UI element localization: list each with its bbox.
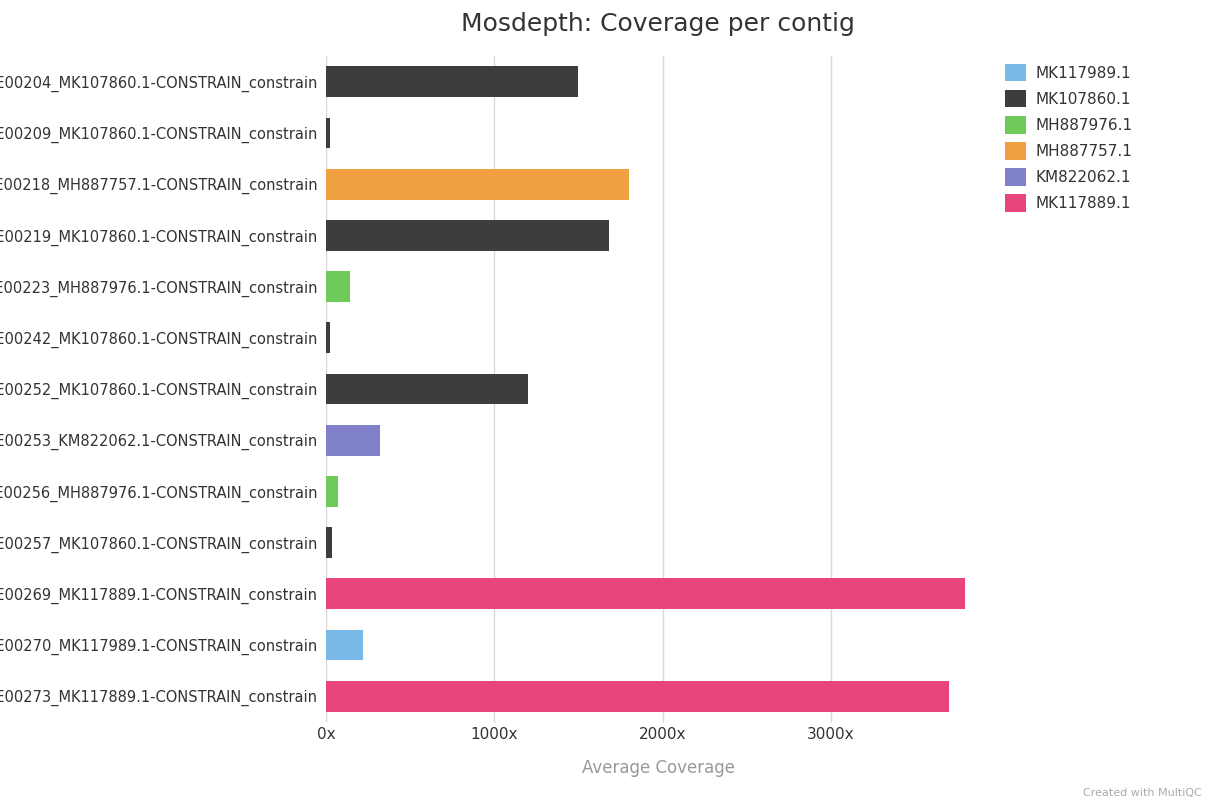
Legend: MK117989.1, MK107860.1, MH887976.1, MH887757.1, KM822062.1, MK117889.1: MK117989.1, MK107860.1, MH887976.1, MH88… xyxy=(1005,64,1133,212)
Bar xyxy=(326,630,364,660)
Bar xyxy=(326,67,579,97)
Bar xyxy=(326,322,330,353)
Title: Mosdepth: Coverage per contig: Mosdepth: Coverage per contig xyxy=(461,12,855,36)
Bar xyxy=(326,476,338,507)
Bar xyxy=(326,118,330,148)
Bar xyxy=(326,220,609,251)
Bar xyxy=(326,578,965,610)
Bar xyxy=(326,271,349,302)
Bar xyxy=(326,374,528,404)
Bar xyxy=(326,527,332,558)
Text: Created with MultiQC: Created with MultiQC xyxy=(1084,788,1202,798)
Bar xyxy=(326,425,381,456)
Bar xyxy=(326,681,948,711)
X-axis label: Average Coverage: Average Coverage xyxy=(582,759,734,777)
Bar xyxy=(326,168,629,200)
